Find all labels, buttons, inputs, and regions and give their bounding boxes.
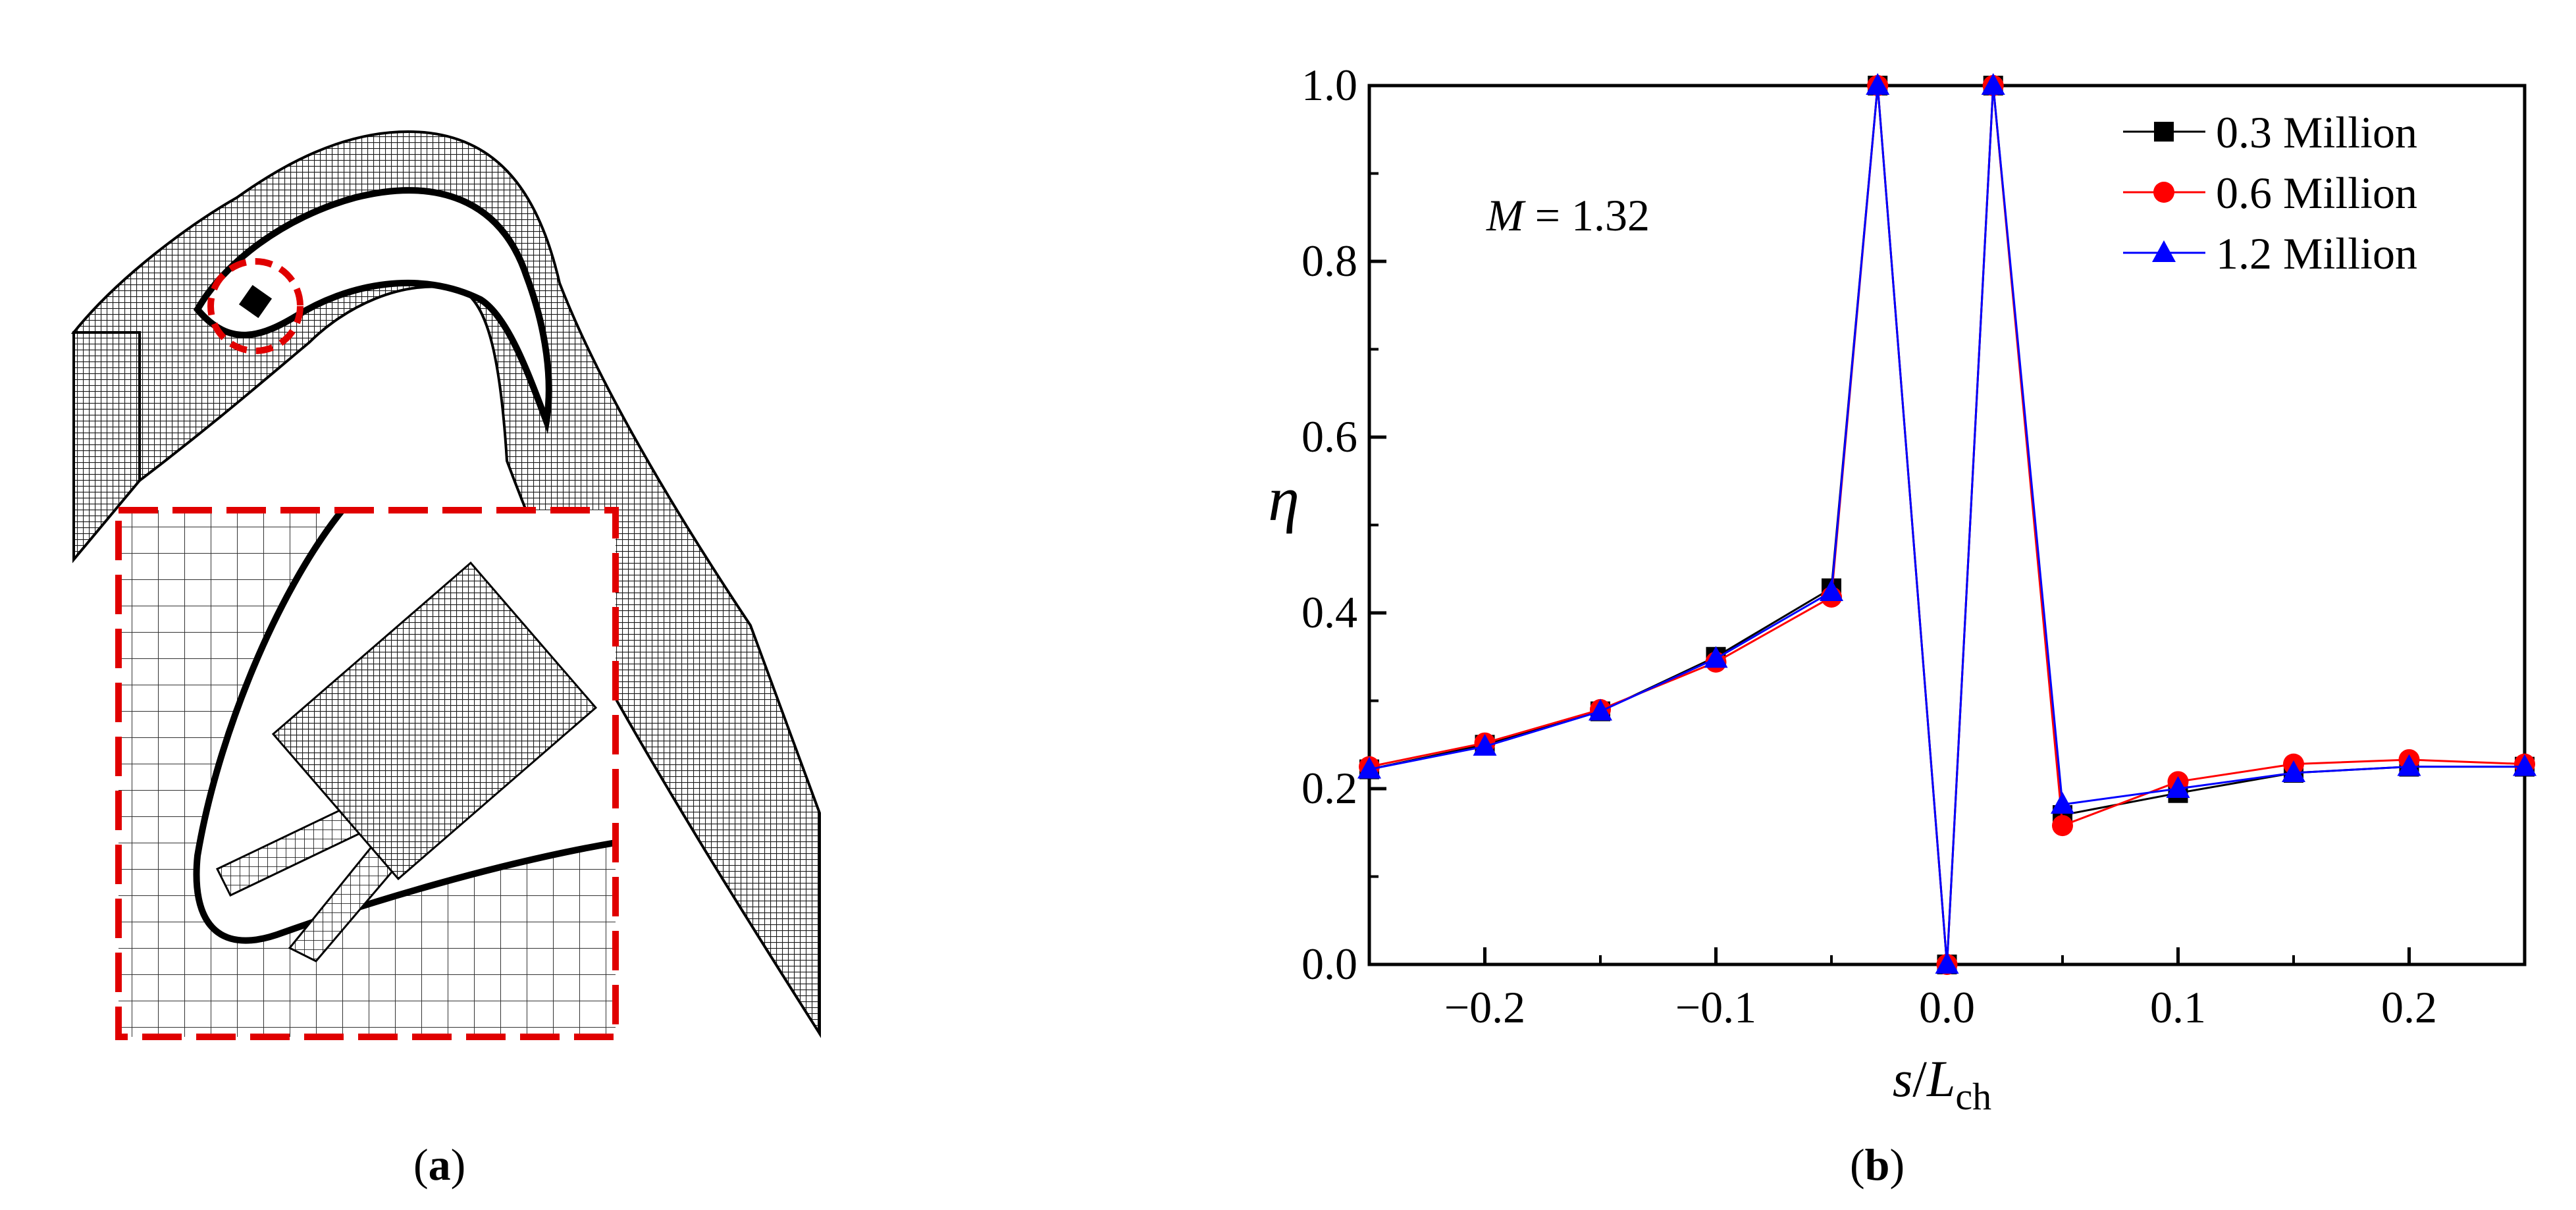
data-point	[2052, 815, 2073, 837]
legend-marker	[2153, 182, 2174, 203]
legend-label: 1.2 Million	[2216, 228, 2417, 278]
y-tick-label: 0.0	[1301, 939, 1357, 989]
data-point	[1935, 952, 1959, 974]
y-tick-label: 0.6	[1301, 411, 1357, 461]
data-point	[2397, 754, 2421, 776]
mesh-figure-panel	[0, 0, 987, 1207]
y-axis-label: η	[1268, 463, 1300, 534]
condition-annotation: M = 1.32	[1486, 190, 1650, 240]
data-point	[2282, 760, 2305, 782]
x-tick-label: −0.1	[1675, 982, 1756, 1032]
data-point	[1589, 698, 1612, 721]
passage-mesh-band	[70, 130, 821, 1038]
inset-border	[115, 507, 619, 1040]
legend-marker	[2154, 122, 2174, 142]
axes-layer: 0.0 0.2 0.4 0.6 0.8 1.0 −0.2 −0.1 0.0 0.1 0.2	[1301, 60, 2527, 1032]
zoom-inset	[115, 507, 619, 1040]
data-point	[2051, 792, 2074, 814]
x-tick-label: 0.1	[2150, 982, 2206, 1032]
y-tick-label: 0.2	[1301, 763, 1357, 813]
mesh-illustration	[70, 130, 821, 1040]
data-point	[2166, 776, 2190, 798]
legend-marker	[2152, 240, 2176, 262]
x-axis-label: s/Lch	[1893, 1050, 1991, 1118]
data-point	[1357, 756, 1381, 779]
series-layer	[1357, 73, 2537, 975]
data-point	[1866, 73, 1890, 95]
legend-label: 0.3 Million	[2216, 107, 2417, 157]
panel-a-caption: (a)	[413, 1140, 466, 1190]
x-tick-label: −0.2	[1444, 982, 1525, 1032]
legend: 0.3 Million 0.6 Million 1.2 Million	[2123, 107, 2417, 278]
x-tick-label: 0.0	[1919, 982, 1975, 1032]
y-tick-label: 0.8	[1301, 236, 1357, 286]
data-point	[1473, 733, 1497, 756]
hole-highlight-circle	[207, 258, 303, 354]
panel-b-caption: (b)	[1850, 1140, 1905, 1190]
series-triangle	[1357, 73, 2537, 974]
data-point	[1820, 579, 1843, 601]
data-point	[2513, 754, 2537, 776]
legend-label: 0.6 Million	[2216, 168, 2417, 218]
y-tick-label: 1.0	[1301, 60, 1357, 110]
line-chart: 0.0 0.2 0.4 0.6 0.8 1.0 −0.2 −0.1 0.0 0.1 0.2 0.3 …	[1268, 60, 2537, 1118]
y-tick-label: 0.4	[1301, 587, 1357, 637]
data-point	[1704, 646, 1728, 668]
chart-panel: 0.0 0.2 0.4 0.6 0.8 1.0 −0.2 −0.1 0.0 0.1 0.2 0.3 …	[1086, 0, 2576, 1207]
data-point	[1981, 73, 2005, 95]
x-tick-label: 0.2	[2381, 982, 2437, 1032]
blade-profile	[193, 187, 552, 434]
